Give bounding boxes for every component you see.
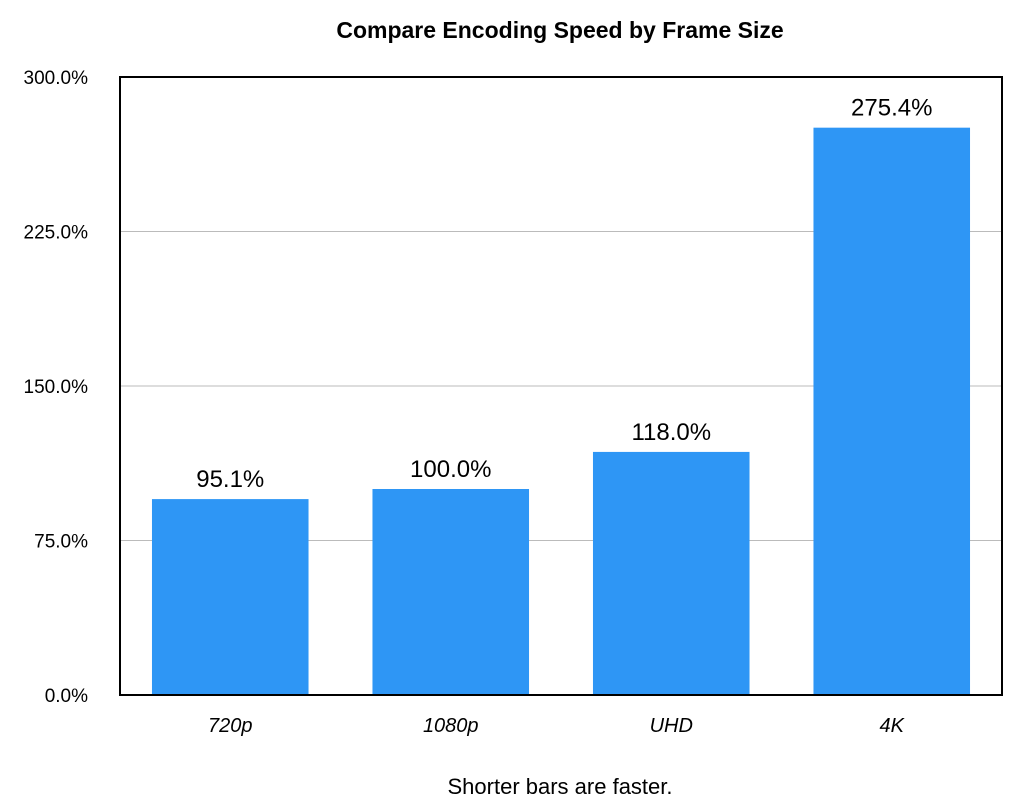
chart-title: Compare Encoding Speed by Frame Size	[336, 17, 783, 43]
y-axis-ticks: 0.0% 75.0% 150.0% 225.0% 300.0%	[24, 68, 89, 707]
data-label: 275.4%	[851, 95, 932, 122]
bars	[151, 127, 971, 695]
x-axis-ticks: 720p 1080p UHD 4K	[208, 715, 906, 737]
x-tick-label: UHD	[650, 715, 693, 737]
y-tick-label: 150.0%	[24, 377, 89, 398]
data-label: 118.0%	[631, 419, 711, 446]
x-tick-label: 4K	[880, 715, 906, 737]
y-tick-label: 0.0%	[45, 686, 88, 707]
bar-720p	[151, 499, 309, 695]
bar-4k	[813, 127, 971, 695]
plot-area-frame	[119, 76, 1003, 696]
data-labels: 95.1% 100.0% 118.0% 275.4%	[196, 95, 932, 493]
data-label: 100.0%	[410, 456, 491, 483]
y-tick-label: 225.0%	[24, 223, 89, 244]
data-label: 95.1%	[196, 466, 264, 493]
bar-uhd	[592, 451, 750, 695]
x-tick-label: 1080p	[423, 715, 479, 737]
bar-1080p	[372, 489, 530, 695]
y-tick-label: 300.0%	[24, 68, 89, 89]
y-tick-label: 75.0%	[34, 532, 88, 553]
chart-caption: Shorter bars are faster.	[448, 774, 673, 799]
x-tick-label: 720p	[208, 715, 253, 737]
